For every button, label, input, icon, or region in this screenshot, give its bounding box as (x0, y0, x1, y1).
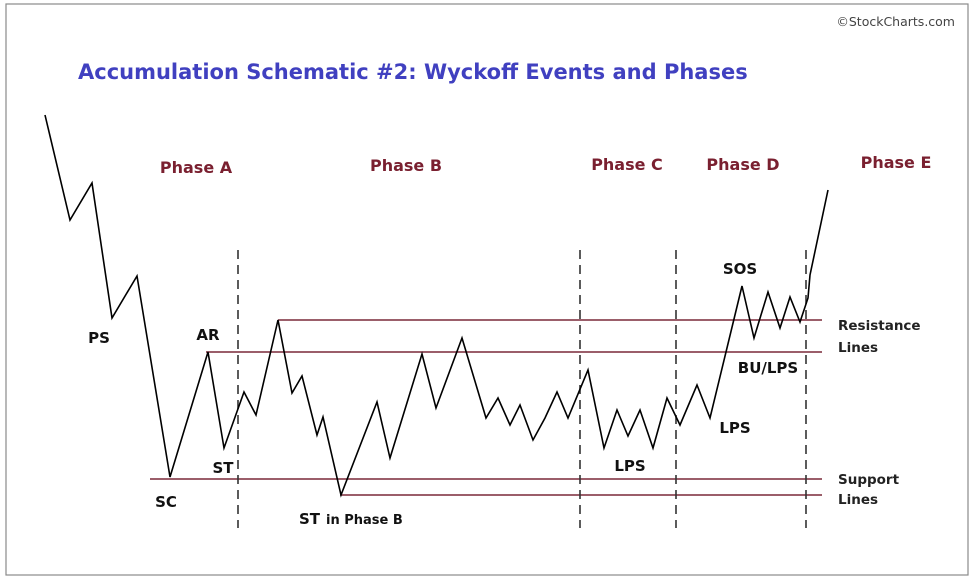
event-st-phase-b-label: ST (299, 510, 321, 528)
price-path (44, 114, 829, 498)
diagram-frame (5, 3, 969, 576)
support-lines-label-2: Lines (838, 492, 878, 508)
phase-b-label: Phase B (370, 156, 442, 175)
resistance-lines-label-1: Resistance (838, 318, 921, 334)
event-bu-lps-label: BU/LPS (738, 359, 798, 377)
support-lines-label-1: Support (838, 472, 900, 488)
resistance-lines-label-2: Lines (838, 340, 878, 356)
diagram-title: Accumulation Schematic #2: Wyckoff Event… (78, 60, 748, 84)
event-sos-label: SOS (723, 260, 757, 278)
event-ps-label: PS (88, 329, 110, 347)
phase-e-label: Phase E (861, 153, 932, 172)
phase-a-label: Phase A (160, 158, 233, 177)
event-lps-c-label: LPS (614, 457, 645, 475)
event-sc-label: SC (155, 493, 177, 511)
event-ar-label: AR (196, 326, 220, 344)
event-lps-d-label: LPS (719, 419, 750, 437)
event-st-phase-b-suffix: in Phase B (326, 513, 403, 528)
event-st-label: ST (212, 459, 234, 477)
phase-d-label: Phase D (706, 155, 779, 174)
credit-text: ©StockCharts.com (836, 14, 955, 29)
phase-c-label: Phase C (591, 155, 663, 174)
